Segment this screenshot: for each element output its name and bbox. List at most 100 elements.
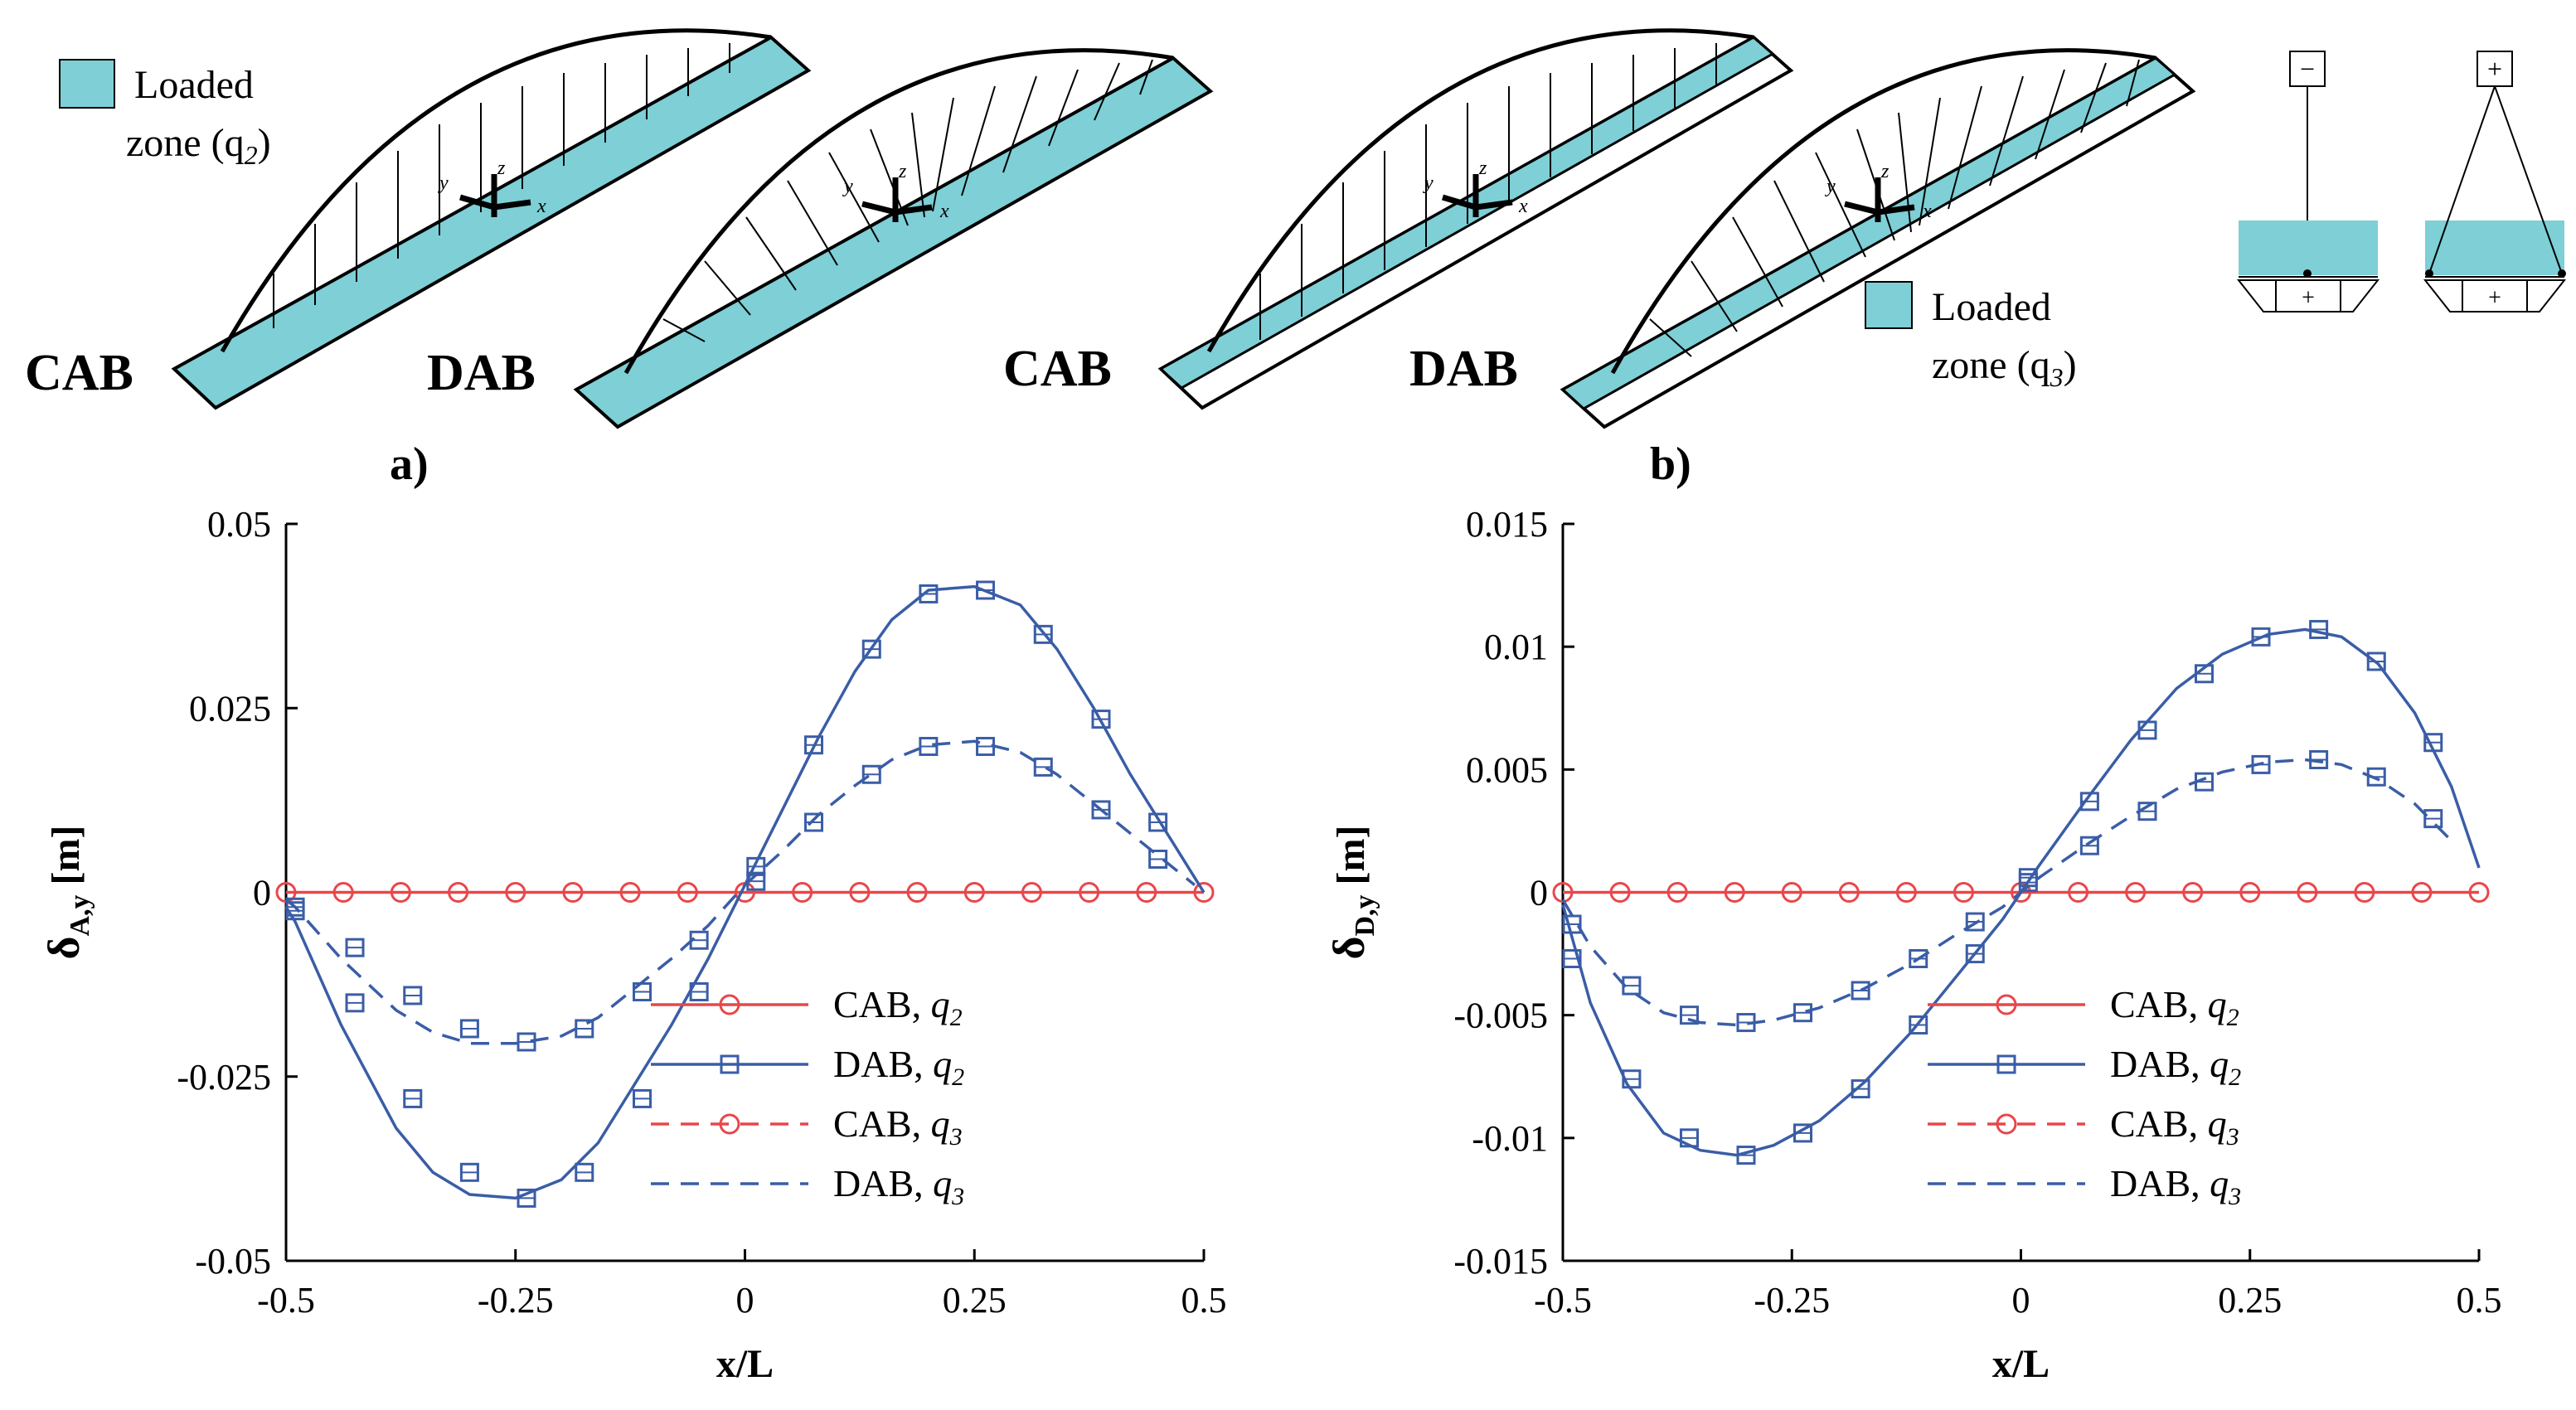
data-point-circle: [677, 882, 698, 903]
loaded-zone-q2-line2: zone (q2): [126, 121, 271, 170]
svg-text:x: x: [939, 201, 949, 222]
legend-marker-circle: [719, 994, 740, 1015]
svg-text:z: z: [1478, 157, 1487, 179]
svg-text:y: y: [842, 176, 853, 197]
svg-text:+: +: [2488, 285, 2501, 311]
y-tick-label: 0: [253, 873, 271, 913]
data-point-circle: [1609, 882, 1631, 903]
legend-label: DAB, q3: [2110, 1162, 2241, 1210]
y-tick-label: -0.015: [1453, 1241, 1548, 1282]
data-point-circle: [505, 882, 526, 903]
data-point-circle: [906, 882, 928, 903]
svg-text:z: z: [1880, 161, 1890, 182]
data-point-circle: [1021, 882, 1042, 903]
x-tick-label: -0.25: [478, 1280, 554, 1320]
x-axis-label: x/L: [716, 1342, 774, 1386]
chart-panel-b: -0.015 -0.01 -0.005 0 0.005 0.01 0.015 -0.5 -0.2…: [1324, 504, 2502, 1386]
x-tick-label: 0: [2012, 1280, 2030, 1320]
y-tick-label: -0.05: [195, 1241, 271, 1282]
data-point-circle: [792, 882, 813, 903]
label-dab-2: DAB: [1409, 341, 1518, 397]
bridge-dab-q3: y z x: [1560, 48, 2196, 429]
x-tick-label: -0.25: [1754, 1280, 1830, 1320]
bridge-dab-q2: y z x: [573, 48, 1214, 429]
data-point-circle: [1136, 882, 1157, 903]
svg-text:y: y: [438, 172, 449, 194]
data-point-circle: [2125, 882, 2147, 903]
data-point-circle: [1079, 882, 1100, 903]
data-point-circle: [1666, 882, 1688, 903]
y-tick-label: 0: [1530, 873, 1548, 913]
y-tick-label: 0.005: [1466, 749, 1548, 790]
loaded-zone-q2-line1: Loaded: [134, 63, 254, 107]
x-tick-label: -0.5: [257, 1280, 315, 1320]
data-point-circle: [849, 882, 871, 903]
legend-label: DAB, q2: [833, 1043, 964, 1091]
cross-section-cab: − +: [2236, 51, 2380, 313]
svg-text:z: z: [898, 161, 907, 182]
svg-text:x: x: [536, 196, 546, 217]
svg-text:y: y: [1825, 176, 1836, 197]
data-point-circle: [2239, 882, 2261, 903]
loaded-zone-q3-line1: Loaded: [1932, 285, 2051, 329]
bridge-cab-q2: y z x: [171, 28, 812, 410]
legend-marker-square: [1996, 1054, 2016, 1074]
panel-label-a: a): [390, 439, 429, 490]
data-point-circle: [1724, 882, 1745, 903]
legend-label: DAB, q3: [833, 1162, 964, 1210]
loaded-zone-q3-swatch: [1865, 281, 1913, 329]
series-line: [284, 739, 1196, 1045]
legend-label: CAB, q2: [2110, 983, 2239, 1031]
svg-text:z: z: [497, 157, 506, 179]
data-point-circle: [1953, 882, 1974, 903]
legend-label: CAB, q3: [2110, 1102, 2239, 1151]
x-axis-label: x/L: [1992, 1342, 2050, 1386]
legend-label: DAB, q2: [2110, 1043, 2241, 1091]
y-axis-label: δA,y [m]: [39, 825, 95, 959]
label-dab-1: DAB: [427, 345, 536, 401]
legend-marker-circle: [719, 1113, 740, 1135]
legend-marker-square: [720, 1054, 740, 1074]
y-axis-label: δD,y [m]: [1324, 825, 1380, 959]
bridge-cab-q3: y z x: [1157, 28, 1794, 410]
x-tick-label: 0.25: [943, 1280, 1007, 1320]
svg-text:+: +: [2302, 285, 2315, 311]
x-tick-label: -0.5: [1534, 1280, 1592, 1320]
data-point-circle: [2182, 882, 2204, 903]
x-tick-label: 0: [736, 1280, 754, 1320]
chart-panel-a: -0.05 -0.025 0 0.025 0.05 -0.5 -0.25 0 0.25 0.5 x/…: [39, 504, 1227, 1386]
y-tick-label: 0.01: [1484, 627, 1548, 667]
data-point-circle: [562, 882, 584, 903]
y-tick-label: 0.05: [207, 504, 271, 545]
svg-text:y: y: [1423, 172, 1434, 194]
data-point-circle: [1838, 882, 1860, 903]
svg-text:x: x: [1518, 196, 1528, 217]
legend-marker-circle: [1996, 994, 2017, 1015]
x-tick-label: 0.25: [2218, 1280, 2282, 1320]
data-point-circle: [619, 882, 641, 903]
panel-label-b: b): [1650, 439, 1691, 490]
data-point-circle: [2068, 882, 2089, 903]
data-point-circle: [448, 882, 469, 903]
legend-marker-circle: [1996, 1113, 2017, 1135]
data-point-circle: [2468, 882, 2490, 903]
legend-label: CAB, q2: [833, 983, 963, 1031]
cross-section-dab: + +: [2423, 51, 2567, 313]
data-point-circle: [1781, 882, 1802, 903]
loaded-zone-q2-swatch: [59, 59, 115, 109]
series-line: [284, 584, 1206, 1200]
data-point-circle: [1193, 882, 1215, 903]
data-point-circle: [390, 882, 411, 903]
svg-text:−: −: [2300, 54, 2315, 84]
label-cab-2: CAB: [1003, 341, 1112, 397]
label-cab-1: CAB: [25, 345, 133, 401]
svg-text:+: +: [2487, 54, 2502, 84]
data-point-circle: [2354, 882, 2375, 903]
data-point-circle: [332, 882, 354, 903]
data-point-circle: [2297, 882, 2318, 903]
y-tick-label: -0.025: [177, 1057, 271, 1097]
loaded-zone-q3-line2: zone (q3): [1932, 343, 2077, 392]
x-tick-label: 0.5: [1181, 1280, 1227, 1320]
data-point-circle: [963, 882, 985, 903]
